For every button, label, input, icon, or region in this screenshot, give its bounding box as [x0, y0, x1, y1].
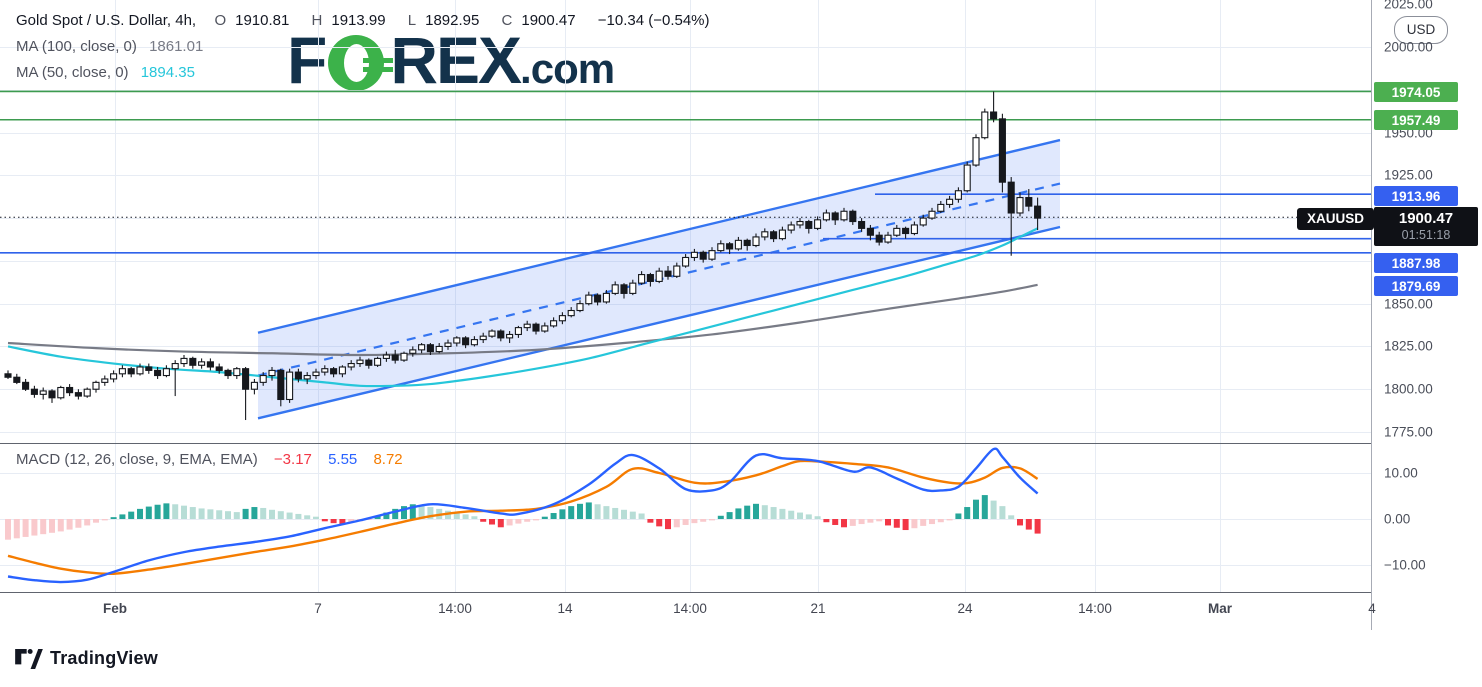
price-axis[interactable]: USD 1900.47 01:51:18 2025.00 2000.00 1950.…	[1371, 0, 1482, 630]
ma100-label: MA (100, close, 0)	[16, 38, 137, 55]
macd-tick: −10.00	[1384, 557, 1426, 573]
price-level-label: 1887.98	[1374, 253, 1458, 273]
ma100-legend-row[interactable]: MA (100, close, 0) 1861.01	[16, 34, 719, 60]
ma50-label: MA (50, close, 0)	[16, 64, 129, 81]
time-tick: Mar	[1207, 601, 1233, 616]
watermark-com: .com	[520, 45, 615, 92]
ma50-line	[7, 227, 1039, 388]
macd-histogram	[5, 495, 1041, 540]
price-level-label: 1913.96	[1374, 186, 1458, 206]
macd-signal-value: 8.72	[373, 451, 403, 468]
time-axis[interactable]: Feb 7 14:00 14 14:00 21 24 14:00 Mar 4	[0, 592, 1376, 630]
price-tick: 1775.00	[1384, 424, 1433, 440]
ma50-value: 1894.35	[140, 64, 195, 81]
price-level-label: 1974.05	[1374, 82, 1458, 102]
macd-main-line	[7, 447, 1039, 584]
symbol-title: Gold Spot / U.S. Dollar, 4h,	[16, 12, 197, 29]
high-value: H 1913.99	[311, 12, 386, 29]
watermark-rex: REX	[390, 23, 522, 97]
price-tick: 1825.00	[1384, 338, 1433, 354]
time-tick: Feb	[102, 601, 128, 616]
ma100-line	[7, 283, 1038, 357]
macd-tick: 10.00	[1384, 465, 1418, 481]
forex-com-watermark: F REX.com	[287, 23, 615, 115]
macd-signal-line	[7, 459, 1039, 576]
price-tick: 2025.00	[1384, 0, 1433, 12]
symbol-price-tag: XAUUSD	[1297, 208, 1375, 230]
time-tick: 14:00	[1078, 601, 1112, 616]
price-chart-canvas[interactable]	[0, 0, 1371, 630]
price-tick: 2000.00	[1384, 39, 1433, 55]
current-price-value: 1900.47	[1398, 210, 1454, 227]
forex-o-icon	[328, 35, 394, 91]
bar-countdown: 01:51:18	[1401, 228, 1451, 242]
grid-lines	[0, 0, 1371, 592]
time-tick: 14	[557, 601, 573, 616]
low-value: L 1892.95	[407, 12, 480, 29]
macd-hist-value: −3.17	[273, 451, 312, 468]
time-tick: 14:00	[438, 601, 472, 616]
macd-legend-row[interactable]: MACD (12, 26, close, 9, EMA, EMA) −3.17 …	[16, 451, 403, 468]
tradingview-brand[interactable]: TradingView	[15, 648, 158, 669]
price-tick: 1800.00	[1384, 381, 1433, 397]
price-tick: 1925.00	[1384, 167, 1433, 183]
macd-line-value: 5.55	[328, 451, 358, 468]
time-tick: 24	[957, 601, 973, 616]
time-tick: 21	[810, 601, 826, 616]
horizontal-level-lines	[0, 90, 1371, 254]
macd-tick: 0.00	[1384, 511, 1411, 527]
macd-label: MACD (12, 26, close, 9, EMA, EMA)	[16, 451, 258, 468]
ma50-legend-row[interactable]: MA (50, close, 0) 1894.35	[16, 60, 719, 86]
time-tick: 7	[314, 601, 322, 616]
time-tick: 4	[1368, 601, 1376, 616]
price-level-label: 1879.69	[1374, 276, 1458, 296]
tradingview-logo-icon	[15, 648, 43, 669]
current-price-label: 1900.47 01:51:18	[1374, 207, 1478, 246]
price-tick: 1850.00	[1384, 296, 1433, 312]
tradingview-brand-text: TradingView	[50, 648, 158, 668]
close-value: C 1900.47	[501, 12, 576, 29]
ohlc-values: O 1910.81 H 1913.99 L 1892.95 C 1900.47 −10.…	[214, 12, 718, 29]
change-value: −10.34 (−0.54%)	[597, 12, 710, 29]
watermark-f: F	[287, 23, 327, 97]
price-level-label: 1957.49	[1374, 110, 1458, 130]
candles	[4, 91, 1042, 421]
currency-toggle-button[interactable]: USD	[1394, 16, 1448, 44]
open-value: O 1910.81	[214, 12, 290, 29]
time-tick: 14:00	[673, 601, 707, 616]
ma100-value: 1861.01	[149, 38, 204, 55]
